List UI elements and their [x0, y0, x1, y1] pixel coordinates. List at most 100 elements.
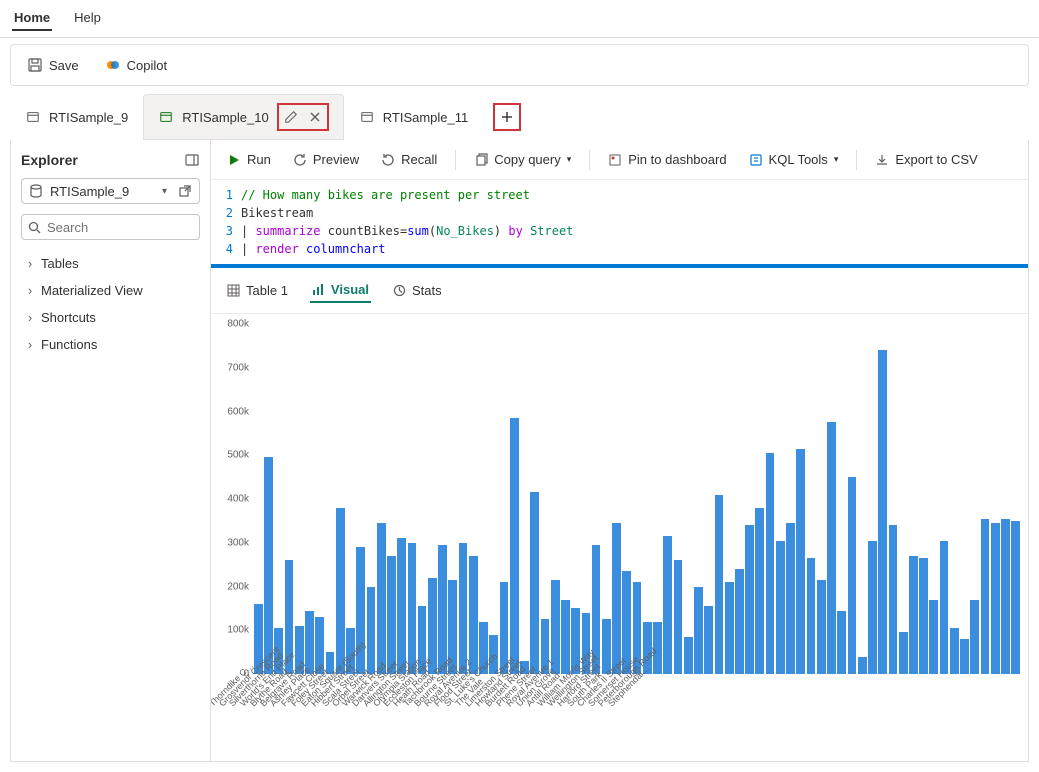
- menu-home[interactable]: Home: [12, 6, 52, 31]
- bar[interactable]: [817, 580, 826, 674]
- tab-rtisample-9[interactable]: RTISample_9: [10, 100, 143, 134]
- chevron-down-icon: ▾: [834, 154, 839, 165]
- rename-tab-button[interactable]: [279, 105, 303, 129]
- bar[interactable]: [408, 543, 417, 674]
- explorer-sidebar: Explorer RTISample_9 ▾: [11, 140, 211, 761]
- bar[interactable]: [510, 418, 519, 674]
- bar[interactable]: [899, 632, 908, 674]
- chevron-right-icon: ›: [25, 283, 35, 298]
- bar[interactable]: [827, 422, 836, 674]
- tree-tables[interactable]: ›Tables: [21, 250, 200, 277]
- bar[interactable]: [786, 523, 795, 674]
- tree-materialized-view[interactable]: ›Materialized View: [21, 277, 200, 304]
- bar[interactable]: [755, 508, 764, 674]
- chevron-down-icon: ▾: [567, 154, 572, 165]
- tree-label: Functions: [41, 337, 97, 352]
- bar[interactable]: [889, 525, 898, 674]
- bar[interactable]: [837, 611, 846, 674]
- preview-label: Preview: [313, 152, 359, 167]
- bar[interactable]: [950, 628, 959, 674]
- bar[interactable]: [991, 523, 1000, 674]
- bar[interactable]: [1011, 521, 1020, 674]
- chart-bars: [254, 324, 1020, 674]
- bar[interactable]: [909, 556, 918, 674]
- results-tabs: Table 1 Visual Stats: [211, 268, 1028, 314]
- copy-label: Copy query: [494, 152, 560, 167]
- bar[interactable]: [715, 495, 724, 674]
- bar[interactable]: [663, 536, 672, 674]
- save-button[interactable]: Save: [21, 53, 85, 77]
- code-editor[interactable]: 1 2 3 4 // How many bikes are present pe…: [211, 180, 1028, 268]
- collapse-sidebar-button[interactable]: [184, 152, 200, 168]
- run-button[interactable]: Run: [223, 148, 275, 171]
- bar[interactable]: [336, 508, 345, 674]
- tree-shortcuts[interactable]: ›Shortcuts: [21, 304, 200, 331]
- search-input[interactable]: [47, 220, 223, 235]
- bar[interactable]: [704, 606, 713, 674]
- export-csv-button[interactable]: Export to CSV: [871, 148, 981, 171]
- bar[interactable]: [940, 541, 949, 674]
- bar[interactable]: [387, 556, 396, 674]
- bar[interactable]: [684, 637, 693, 674]
- bar[interactable]: [970, 600, 979, 674]
- bar[interactable]: [530, 492, 539, 674]
- bar[interactable]: [561, 600, 570, 674]
- results-tab-stats[interactable]: Stats: [391, 278, 444, 303]
- bar[interactable]: [807, 558, 816, 674]
- bar[interactable]: [377, 523, 386, 674]
- pin-dashboard-button[interactable]: Pin to dashboard: [604, 148, 730, 171]
- y-tick: 700k: [219, 362, 249, 373]
- save-icon: [27, 57, 43, 73]
- bar[interactable]: [735, 569, 744, 674]
- search-box[interactable]: [21, 214, 200, 240]
- bar[interactable]: [367, 587, 376, 675]
- bar[interactable]: [981, 519, 990, 674]
- results-tab-visual[interactable]: Visual: [310, 278, 371, 303]
- sidebar-title: Explorer: [21, 152, 78, 168]
- bar[interactable]: [919, 558, 928, 674]
- bar[interactable]: [766, 453, 775, 674]
- bar[interactable]: [868, 541, 877, 674]
- bar[interactable]: [725, 582, 734, 674]
- recall-button[interactable]: Recall: [377, 148, 441, 171]
- copy-query-button[interactable]: Copy query ▾: [470, 148, 575, 171]
- database-selector[interactable]: RTISample_9 ▾: [21, 178, 200, 204]
- bar[interactable]: [776, 541, 785, 674]
- y-tick: 200k: [219, 581, 249, 592]
- close-tab-button[interactable]: [303, 105, 327, 129]
- bar[interactable]: [438, 545, 447, 674]
- document-tabs: RTISample_9 RTISample_10 RTISample_11: [10, 94, 1029, 140]
- bar[interactable]: [745, 525, 754, 674]
- preview-button[interactable]: Preview: [289, 148, 363, 171]
- tab-rtisample-11[interactable]: RTISample_11: [344, 100, 484, 134]
- tree-functions[interactable]: ›Functions: [21, 331, 200, 358]
- tab-rtisample-10[interactable]: RTISample_10: [143, 94, 343, 140]
- bar[interactable]: [469, 556, 478, 674]
- bar[interactable]: [612, 523, 621, 674]
- bar[interactable]: [305, 611, 314, 674]
- y-tick: 800k: [219, 319, 249, 330]
- bar[interactable]: [858, 657, 867, 675]
- bar[interactable]: [459, 543, 468, 674]
- results-tab-table[interactable]: Table 1: [225, 278, 290, 303]
- tree-label: Tables: [41, 256, 79, 271]
- bar[interactable]: [264, 457, 273, 674]
- bar[interactable]: [878, 350, 887, 674]
- copy-icon: [474, 153, 488, 167]
- pin-icon: [608, 153, 622, 167]
- bar[interactable]: [1001, 519, 1010, 674]
- bar[interactable]: [397, 538, 406, 674]
- copilot-button[interactable]: Copilot: [99, 53, 173, 77]
- menu-help[interactable]: Help: [72, 6, 103, 31]
- bar[interactable]: [848, 477, 857, 674]
- top-menu: Home Help: [0, 0, 1039, 38]
- open-external-icon[interactable]: [177, 183, 193, 199]
- kql-tools-button[interactable]: KQL Tools ▾: [745, 148, 843, 171]
- bar[interactable]: [796, 449, 805, 674]
- new-tab-button[interactable]: [493, 103, 521, 131]
- bar[interactable]: [674, 560, 683, 674]
- bar[interactable]: [960, 639, 969, 674]
- y-tick: 300k: [219, 537, 249, 548]
- bar[interactable]: [694, 587, 703, 675]
- bar[interactable]: [929, 600, 938, 674]
